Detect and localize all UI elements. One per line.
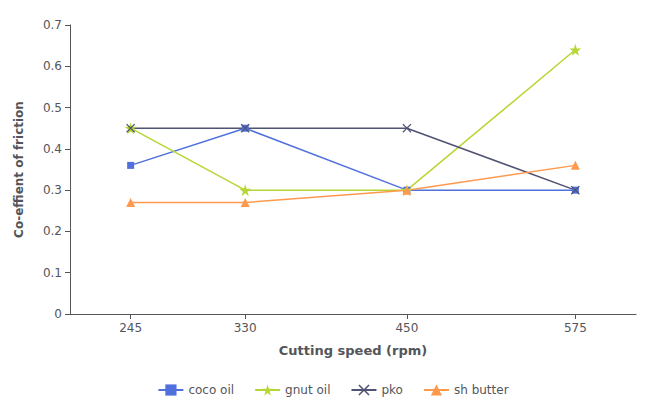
svg-text:sh butter: sh butter: [454, 383, 509, 397]
svg-text:0.7: 0.7: [43, 18, 62, 32]
svg-text:0: 0: [54, 307, 62, 321]
svg-text:coco oil: coco oil: [188, 383, 234, 397]
svg-text:330: 330: [234, 321, 257, 335]
svg-text:450: 450: [395, 321, 418, 335]
svg-text:0.3: 0.3: [43, 183, 62, 197]
svg-text:0.1: 0.1: [43, 266, 62, 280]
svg-text:0.4: 0.4: [43, 142, 62, 156]
svg-text:0.2: 0.2: [43, 224, 62, 238]
svg-text:gnut oil: gnut oil: [285, 383, 330, 397]
svg-text:Cutting speed (rpm): Cutting speed (rpm): [279, 343, 427, 358]
svg-text:Co-effient of friction: Co-effient of friction: [12, 101, 26, 238]
svg-text:575: 575: [564, 321, 587, 335]
svg-text:245: 245: [119, 321, 142, 335]
svg-text:0.5: 0.5: [43, 101, 62, 115]
svg-text:pko: pko: [381, 383, 402, 397]
svg-text:0.6: 0.6: [43, 59, 62, 73]
